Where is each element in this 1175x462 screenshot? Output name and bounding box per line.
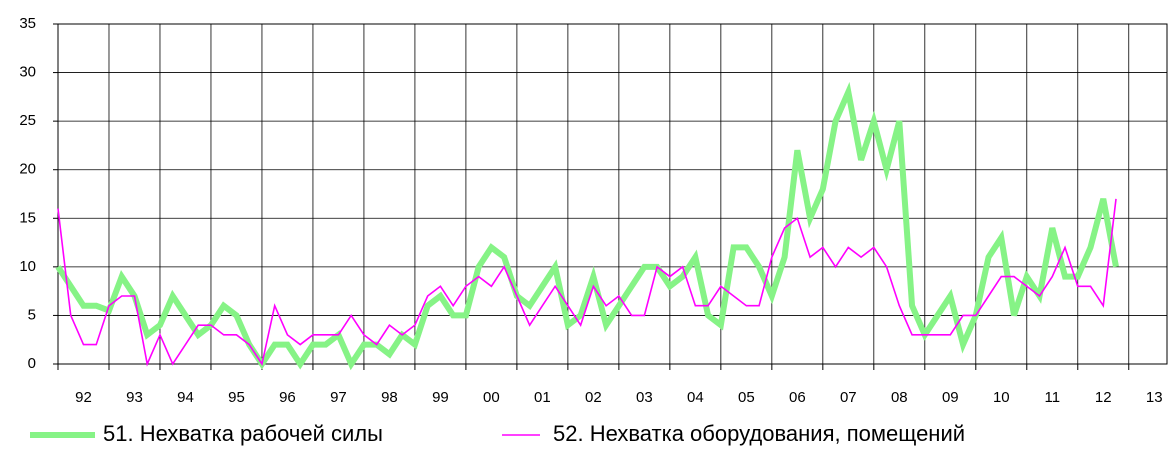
y-tick-label: 30: [19, 64, 36, 81]
x-tick-label: 93: [126, 389, 143, 406]
x-tick-label: 01: [534, 389, 551, 406]
x-tick-label: 07: [840, 389, 857, 406]
x-tick-label: 10: [993, 389, 1010, 406]
x-tick-label: 02: [585, 389, 602, 406]
y-tick-label: 0: [28, 355, 36, 372]
x-tick-label: 92: [75, 389, 92, 406]
plot-frame: [57, 23, 1168, 365]
x-tick-label: 12: [1095, 389, 1112, 406]
y-tick-label: 35: [19, 15, 36, 32]
x-tick-label: 11: [1044, 389, 1060, 406]
x-tick-label: 96: [279, 389, 296, 406]
x-tick-label: 97: [330, 389, 347, 406]
x-tick-label: 98: [381, 389, 398, 406]
y-tick-label: 10: [19, 258, 36, 275]
x-tick-label: 94: [177, 389, 194, 406]
series-line: [57, 198, 1117, 367]
x-tick-label: 99: [432, 389, 449, 406]
x-tick-label: 08: [891, 389, 908, 406]
x-tick-label: 06: [789, 389, 806, 406]
x-tick-label: 95: [228, 389, 245, 406]
x-tick-label: 03: [636, 389, 653, 406]
x-tick-label: 05: [738, 389, 755, 406]
series-line: [55, 81, 1119, 371]
legend-text: 52. Нехватка оборудования, помещений: [553, 421, 965, 446]
x-tick-label: 09: [942, 389, 959, 406]
x-tick-label: 04: [687, 389, 704, 406]
y-tick-label: 25: [19, 112, 36, 129]
y-tick-label: 15: [19, 209, 36, 226]
x-tick-label: 00: [483, 389, 500, 406]
y-tick-label: 20: [19, 161, 36, 178]
x-tick-label: 13: [1146, 389, 1163, 406]
legend-text: 51. Нехватка рабочей силы: [103, 421, 383, 446]
y-tick-label: 5: [28, 306, 36, 323]
